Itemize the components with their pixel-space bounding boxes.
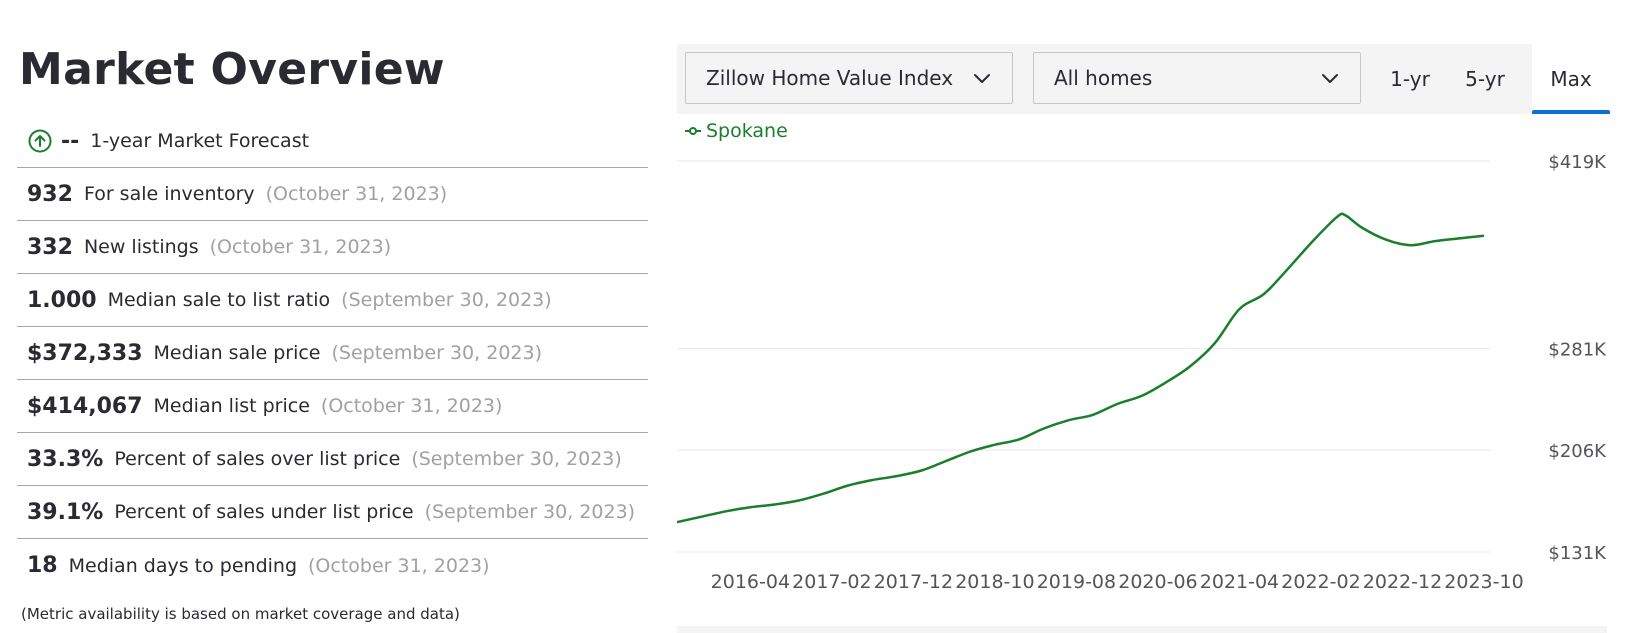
metric-availability-note: (Metric availability is based on market … (21, 605, 460, 623)
metric-row-new-listings: 332 New listings (October 31, 2023) (17, 221, 648, 274)
chart-bottom-strip (677, 626, 1607, 633)
metric-label: Percent of sales over list price (114, 448, 400, 470)
x-tick-label: 2018-10 (955, 571, 1034, 593)
x-tick-label: 2017-02 (792, 571, 871, 593)
chart-legend[interactable]: Spokane (685, 120, 788, 142)
forecast-row: -- 1-year Market Forecast (17, 115, 648, 168)
metric-value: 39.1% (27, 500, 103, 525)
legend-series-name: Spokane (706, 120, 788, 142)
metric-row-under-list: 39.1% Percent of sales under list price … (17, 486, 648, 539)
metric-label: Median sale price (154, 342, 321, 364)
metric-label: For sale inventory (84, 183, 255, 205)
y-tick-label: $206K (1548, 441, 1607, 462)
tab-5-yr[interactable]: 5-yr (1447, 44, 1523, 114)
metric-date: (September 30, 2023) (425, 501, 636, 523)
x-tick-label: 2020-06 (1118, 571, 1197, 593)
metric-date: (October 31, 2023) (321, 395, 503, 417)
metric-label: Percent of sales under list price (114, 501, 413, 523)
metric-label: Median sale to list ratio (108, 289, 331, 311)
forecast-label: 1-year Market Forecast (90, 130, 309, 152)
metric-row-inventory: 932 For sale inventory (October 31, 2023… (17, 168, 648, 221)
metric-row-median-list-price: $414,067 Median list price (October 31, … (17, 380, 648, 433)
x-tick-label: 2022-02 (1281, 571, 1360, 593)
x-tick-label: 2017-12 (874, 571, 953, 593)
tab-max-label: Max (1550, 67, 1591, 91)
metric-value: 18 (27, 553, 58, 578)
metric-value: $414,067 (27, 394, 143, 419)
chevron-down-icon (972, 69, 992, 89)
metric-value: 33.3% (27, 447, 103, 472)
metric-row-over-list: 33.3% Percent of sales over list price (… (17, 433, 648, 486)
metric-value: 932 (27, 182, 73, 207)
metric-select-value: Zillow Home Value Index (706, 66, 953, 90)
home-type-select-value: All homes (1054, 66, 1152, 90)
x-tick-label: 2023-10 (1444, 571, 1523, 593)
metric-label: Median days to pending (69, 555, 297, 577)
series-line-spokane[interactable] (677, 214, 1484, 522)
market-overview-panel: Market Overview -- 1-year Market Forecas… (0, 0, 650, 633)
home-type-select[interactable]: All homes (1033, 52, 1361, 104)
metric-value: 332 (27, 235, 73, 260)
page-title: Market Overview (19, 40, 445, 100)
chevron-down-icon (1320, 69, 1340, 89)
chart-toolbar: Zillow Home Value Index All homes 1-yr 5… (677, 44, 1607, 114)
tab-max[interactable]: Max (1532, 44, 1610, 114)
metric-row-sale-to-list: 1.000 Median sale to list ratio (Septemb… (17, 274, 648, 327)
metric-date: (September 30, 2023) (341, 289, 552, 311)
arrow-up-circle-icon (27, 128, 53, 154)
x-tick-label: 2019-08 (1037, 571, 1116, 593)
y-tick-label: $281K (1548, 339, 1607, 360)
legend-line-marker-icon (685, 126, 701, 136)
y-tick-label: $131K (1548, 543, 1607, 564)
x-tick-label: 2016-04 (711, 571, 790, 593)
metric-label: Median list price (154, 395, 310, 417)
metric-value: $372,333 (27, 341, 143, 366)
forecast-value: -- (61, 129, 79, 154)
metrics-list: -- 1-year Market Forecast 932 For sale i… (17, 115, 648, 592)
tab-1-yr[interactable]: 1-yr (1373, 44, 1447, 114)
home-value-chart-panel: Zillow Home Value Index All homes 1-yr 5… (677, 44, 1625, 633)
metric-select[interactable]: Zillow Home Value Index (685, 52, 1013, 104)
home-value-line-chart[interactable]: $131K $206K $281K $419K 2016-04 2017-02 2017-1… (677, 144, 1607, 604)
metric-label: New listings (84, 236, 199, 258)
y-tick-label: $419K (1548, 152, 1607, 173)
metric-row-days-to-pending: 18 Median days to pending (October 31, 2… (17, 539, 648, 592)
metric-value: 1.000 (27, 288, 97, 313)
metric-date: (September 30, 2023) (411, 448, 622, 470)
metric-row-median-sale-price: $372,333 Median sale price (September 30… (17, 327, 648, 380)
x-tick-label: 2021-04 (1200, 571, 1279, 593)
metric-date: (October 31, 2023) (210, 236, 392, 258)
x-tick-label: 2022-12 (1363, 571, 1442, 593)
active-tab-indicator (1532, 110, 1610, 114)
metric-date: (October 31, 2023) (266, 183, 448, 205)
metric-date: (October 31, 2023) (308, 555, 490, 577)
metric-date: (September 30, 2023) (332, 342, 543, 364)
